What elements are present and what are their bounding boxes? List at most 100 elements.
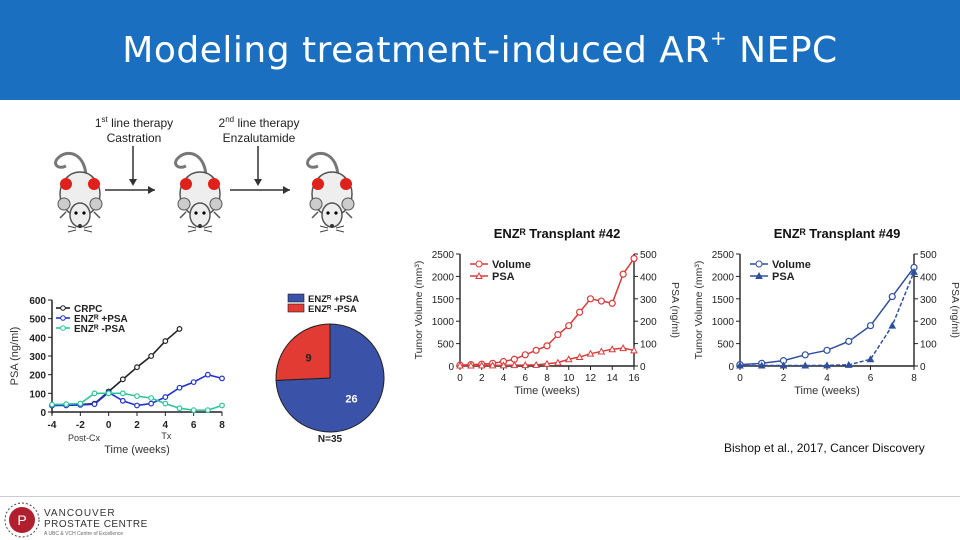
x-tick-label: 2: [781, 373, 787, 384]
data-point: [119, 376, 126, 383]
data-point: [204, 371, 211, 378]
y-axis-label-right: PSA (ng/ml): [949, 282, 960, 338]
data-point: [119, 390, 126, 397]
y-tick-label-left: 2000: [432, 272, 455, 283]
series-line-1: [52, 373, 223, 407]
y-tick-label: 300: [29, 352, 46, 363]
pie-slice-1: [275, 323, 331, 381]
mouse-diagram: [54, 146, 356, 234]
y-tick-label-right: 300: [920, 295, 937, 306]
data-point: [148, 395, 155, 401]
data-point: [823, 361, 831, 369]
data-point: [456, 361, 464, 369]
data-point: [204, 407, 211, 414]
x-tick-label: -2: [76, 420, 85, 431]
data-point: [91, 401, 98, 408]
y-tick-label-left: 2000: [712, 272, 735, 283]
legend-swatch-1: [287, 303, 305, 313]
y-tick-label-left: 500: [437, 340, 454, 351]
data-point: [148, 400, 155, 407]
y-tick-label-right: 100: [640, 340, 657, 351]
data-point: [801, 361, 810, 369]
title-bar: [0, 0, 960, 100]
y-tick-label-right: 0: [640, 362, 646, 373]
data-point: [467, 361, 475, 369]
data-point: [176, 326, 183, 332]
legend-label-1: ENZᴿ -PSA: [308, 304, 357, 315]
data-point: [162, 394, 169, 400]
first-line-therapy-label: 1st line therapy Castration: [94, 115, 174, 145]
data-point: [576, 308, 584, 316]
data-point: [608, 345, 617, 353]
legend-label-1: PSA: [492, 271, 515, 283]
mouse-1-icon: [54, 151, 104, 234]
y-tick-label-left: 2500: [432, 250, 455, 261]
annotation-post-cx: Post-Cx: [68, 433, 101, 443]
data-point: [844, 360, 853, 368]
data-point: [801, 351, 809, 359]
y-tick-label-right: 400: [920, 272, 937, 283]
x-tick-label: 8: [544, 373, 550, 384]
x-tick-label: 0: [737, 373, 743, 384]
logo-name2: PROSTATE CENTRE: [44, 519, 148, 530]
data-point: [219, 402, 225, 409]
x-axis-label: Time (weeks): [104, 444, 170, 456]
svg-text:P: P: [17, 512, 26, 528]
x-tick-label: 12: [585, 373, 597, 384]
legend-marker-2: [60, 325, 66, 331]
data-point: [910, 267, 918, 275]
y-tick-label-right: 100: [920, 340, 937, 351]
x-tick-label: 4: [163, 420, 169, 431]
x-tick-label: 4: [501, 373, 507, 384]
data-point: [119, 397, 126, 404]
legend-label-2: ENZᴿ -PSA: [74, 324, 125, 335]
data-point: [736, 361, 744, 369]
data-point: [521, 361, 530, 369]
data-point: [630, 254, 638, 263]
footer-divider: [0, 496, 960, 497]
data-point: [148, 353, 155, 359]
data-point: [488, 361, 497, 369]
x-tick-label: 14: [607, 373, 619, 384]
data-point: [586, 295, 595, 303]
legend-marker-1: [60, 315, 66, 321]
data-point: [91, 390, 98, 397]
data-point: [162, 400, 169, 407]
data-point: [510, 361, 519, 369]
data-point: [619, 270, 627, 278]
data-point: [532, 360, 540, 368]
data-point: [608, 299, 616, 307]
x-tick-label: 6: [868, 373, 874, 384]
x-tick-label: 6: [191, 420, 197, 431]
legend-label-0: Volume: [772, 259, 811, 271]
y-tick-label-right: 300: [640, 295, 657, 306]
x-tick-label: 4: [824, 373, 830, 384]
second-line-therapy-label: 2nd line therapy Enzalutamide: [218, 115, 300, 145]
data-point: [219, 375, 225, 382]
x-tick-label: 0: [106, 420, 112, 431]
legend-marker-1: [475, 271, 483, 279]
y-tick-label-right: 500: [640, 250, 657, 261]
legend-marker-0: [60, 305, 66, 311]
legend-marker-0: [475, 260, 483, 268]
legend-label-0: Volume: [492, 259, 531, 271]
logo-tagline: A UBC & VCH Centre of Excellence: [44, 531, 123, 537]
data-point: [77, 400, 84, 407]
mouse-2-icon: [174, 151, 224, 234]
data-point: [866, 355, 875, 363]
data-point: [597, 297, 605, 305]
y-tick-label-left: 1500: [712, 295, 735, 306]
y-tick-label: 200: [29, 371, 46, 382]
data-point: [845, 337, 853, 345]
y-tick-label-right: 0: [920, 362, 926, 373]
y-tick-label: 100: [29, 389, 46, 400]
y-axis-label-right: PSA (ng/ml): [669, 282, 681, 338]
x-tick-label: -4: [48, 420, 57, 431]
x-axis-label: Time (weeks): [514, 385, 580, 397]
x-tick-label: 8: [911, 373, 917, 384]
logo-name: VANCOUVER: [44, 508, 116, 519]
x-tick-label: 0: [457, 373, 463, 384]
data-point: [134, 364, 140, 371]
x-tick-label: 8: [219, 420, 225, 431]
chart-title: ENZᴿ Transplant #49: [774, 226, 901, 241]
